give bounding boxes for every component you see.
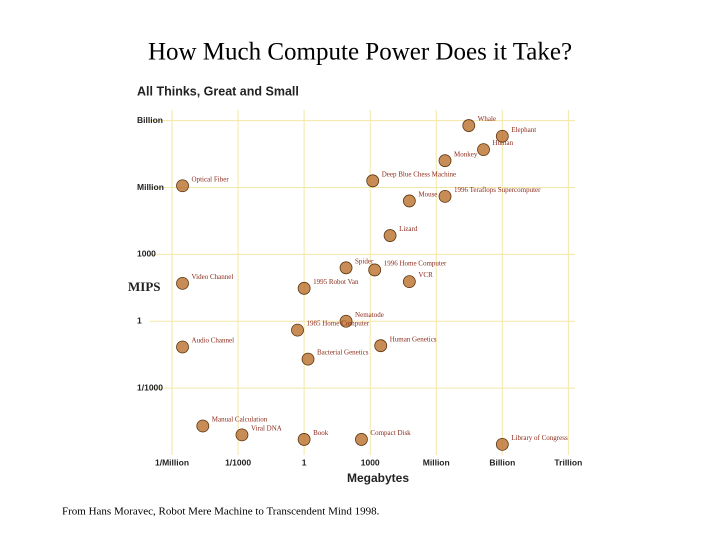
data-point — [374, 339, 388, 353]
data-point — [291, 323, 304, 337]
data-point — [438, 189, 452, 203]
data-point — [339, 261, 353, 275]
y-axis-label: MIPS — [128, 279, 161, 294]
point-label: 1985 Home Computer — [307, 320, 370, 328]
x-tick-label: 1 — [302, 457, 307, 467]
data-point — [176, 179, 189, 193]
y-tick-label: Billion — [137, 115, 163, 125]
x-axis-label: Megabytes — [347, 471, 409, 485]
point-label: Video Channel — [192, 273, 234, 281]
data-point — [495, 129, 509, 143]
point-label: Optical Fiber — [192, 175, 230, 183]
data-point — [355, 433, 368, 446]
point-label: 1995 Robot Van — [313, 278, 359, 286]
data-point — [368, 263, 382, 277]
point-label: VCR — [418, 271, 433, 279]
x-tick-label: 1/1000 — [225, 457, 251, 467]
y-tick-label: 1000 — [137, 249, 156, 259]
data-point — [402, 194, 416, 208]
point-label: Nematode — [355, 311, 384, 319]
data-point — [438, 154, 452, 168]
data-point — [477, 143, 490, 157]
slide-title: How Much Compute Power Does it Take? — [148, 39, 572, 66]
data-point — [462, 119, 476, 132]
y-tick-label: 1 — [137, 316, 142, 326]
point-label: Human — [493, 139, 514, 147]
data-point — [383, 229, 397, 242]
point-label: Whale — [478, 115, 496, 123]
point-label: Audio Channel — [192, 337, 235, 345]
y-tick-label: Million — [137, 182, 164, 192]
point-label: Compact Disk — [370, 429, 411, 437]
data-point — [235, 428, 249, 442]
data-point — [196, 419, 210, 433]
point-label: Viral DNA — [251, 424, 282, 432]
footer: From Hans Moravec, Robot Mere Machine to… — [62, 506, 380, 518]
data-point — [366, 174, 380, 188]
point-label: Spider — [355, 257, 374, 265]
data-point — [301, 352, 315, 366]
point-label: Elephant — [511, 126, 536, 134]
x-tick-label: Million — [423, 457, 450, 467]
point-label: Lizard — [399, 225, 418, 233]
point-label: Bacterial Genetics — [317, 349, 369, 357]
point-label: 1996 Home Computer — [384, 260, 447, 268]
point-label: 1996 Teraflops Supercomputer — [454, 186, 541, 194]
x-tick-label: Trillion — [554, 457, 582, 467]
point-label: Library of Congress — [511, 434, 568, 442]
data-point — [297, 433, 311, 446]
point-label: Manual Calculation — [212, 416, 268, 424]
data-point — [402, 275, 416, 289]
data-point — [297, 281, 311, 295]
x-tick-label: Billion — [489, 457, 515, 467]
data-point — [176, 276, 189, 290]
data-point — [339, 314, 353, 328]
point-label: Monkey — [454, 150, 478, 158]
data-point — [176, 340, 189, 354]
x-tick-label: 1000 — [361, 457, 380, 467]
x-tick-label: 1/Million — [155, 457, 189, 467]
point-label: Mouse — [418, 191, 437, 199]
y-tick-label: 1/1000 — [137, 382, 163, 392]
point-label: Book — [313, 429, 329, 437]
point-label: Human Genetics — [390, 335, 437, 343]
chart-title: All Thinks, Great and Small — [137, 84, 299, 98]
data-point — [495, 437, 509, 451]
point-label: Deep Blue Chess Machine — [382, 170, 456, 178]
